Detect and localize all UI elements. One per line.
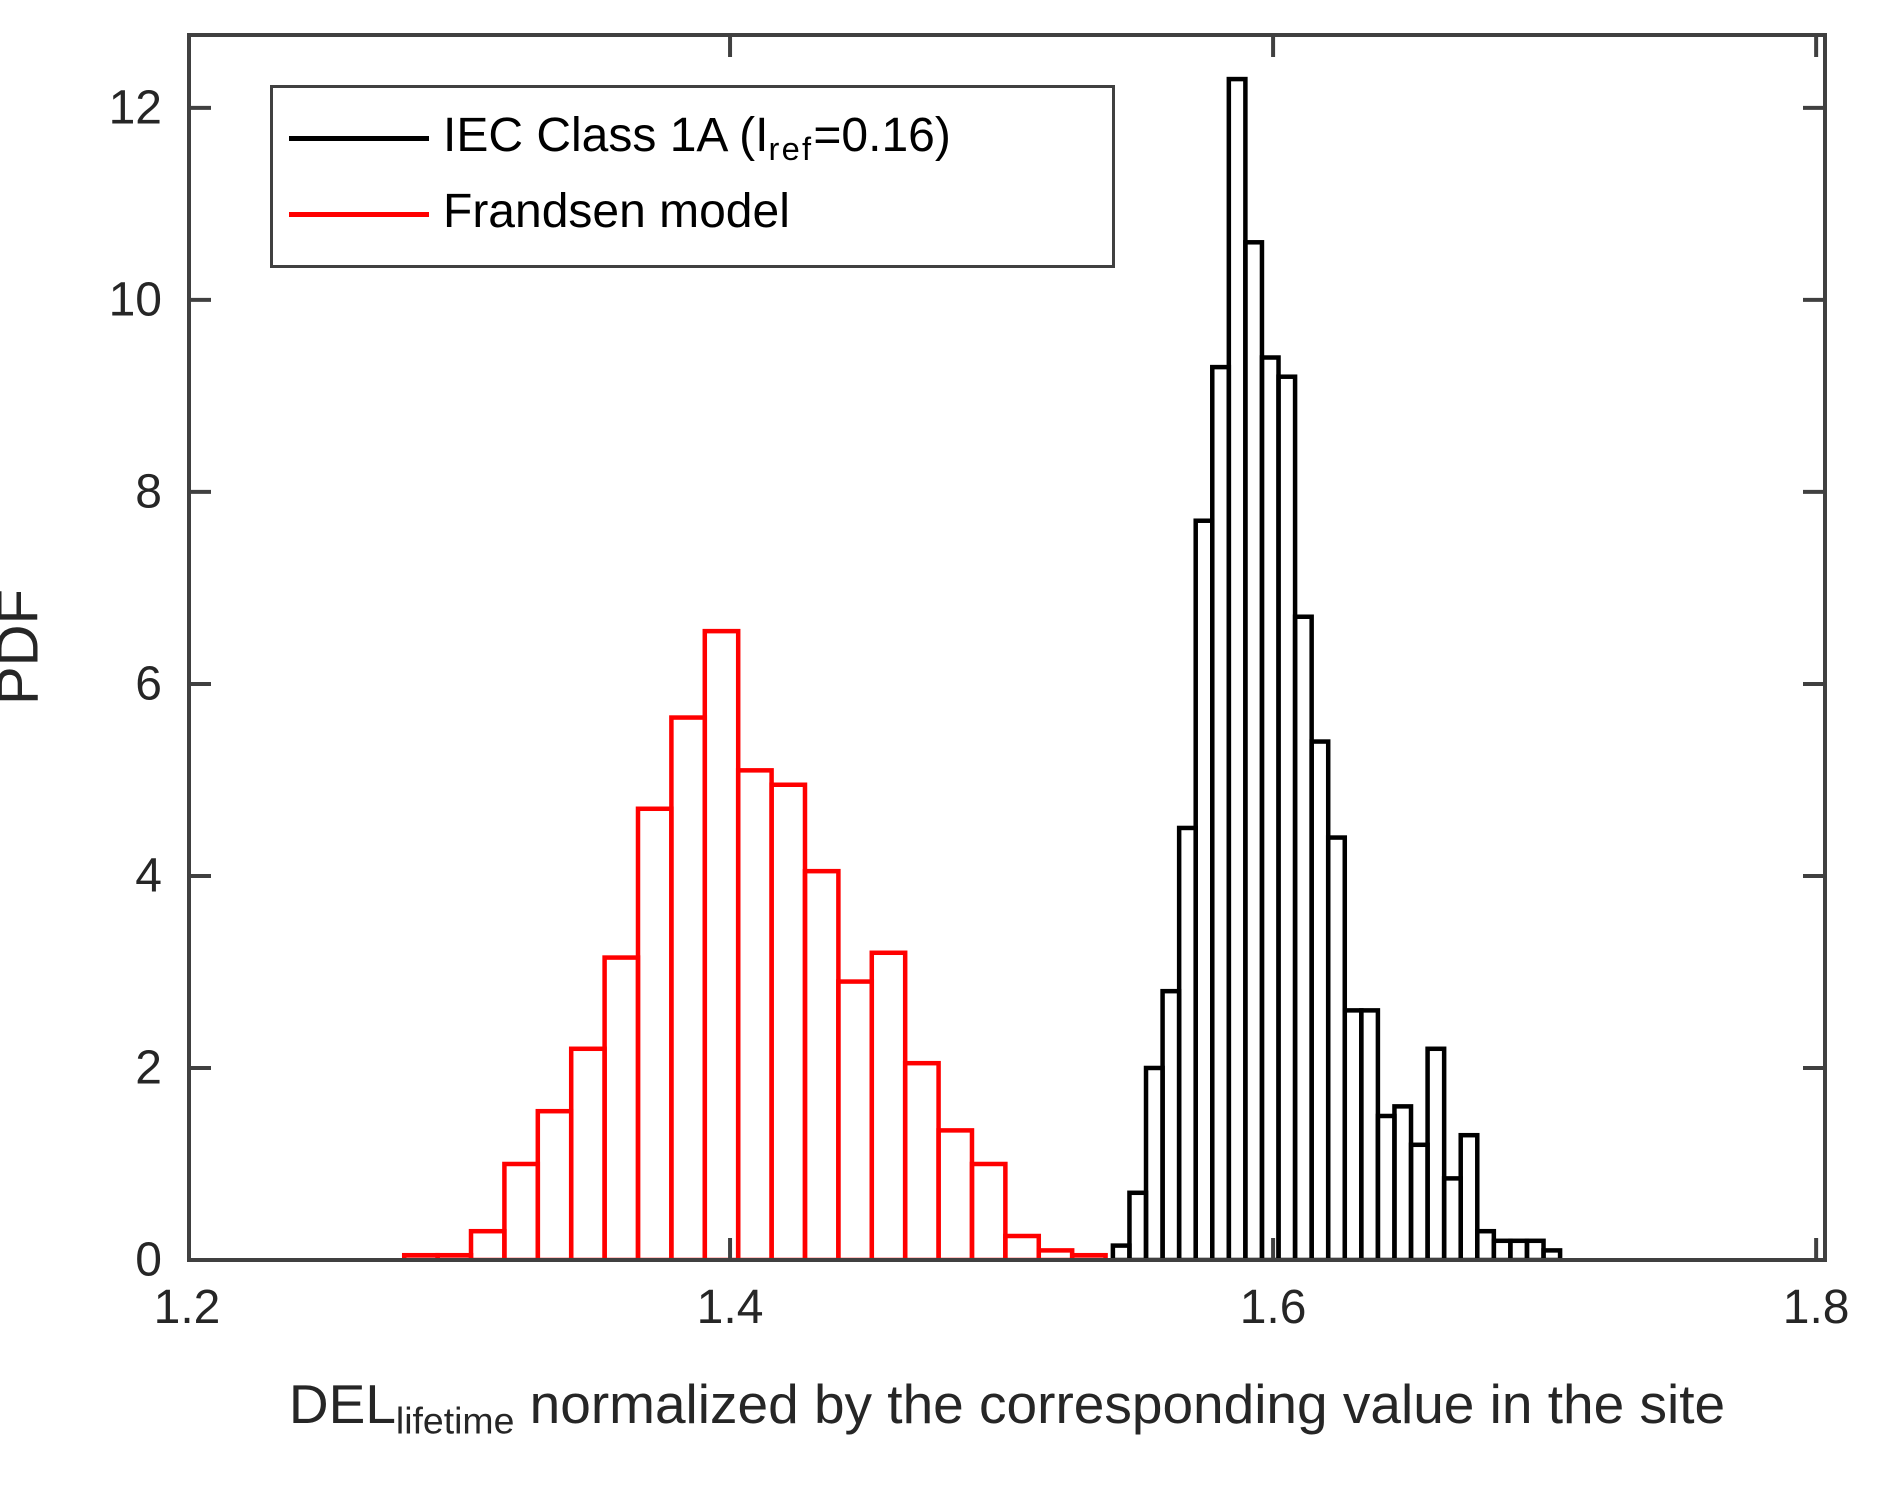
histogram-bar (1243, 240, 1265, 1262)
histogram-bar (702, 628, 741, 1262)
plot-area (187, 33, 1827, 1262)
histogram-bar (602, 955, 641, 1262)
y-tick-label: 10 (108, 273, 162, 327)
x-axis-label-rest: normalized by the corresponding value in… (514, 1373, 1726, 1435)
y-tick-label: 8 (135, 465, 162, 519)
histogram-bar (1375, 1113, 1397, 1262)
histogram-bar (568, 1046, 607, 1262)
legend-line-swatch (289, 212, 429, 217)
histogram-bar (1508, 1238, 1530, 1262)
histogram-bar (1309, 739, 1331, 1262)
histogram-bar (1143, 1065, 1165, 1262)
histogram-bar (1210, 364, 1232, 1262)
histogram-bar (769, 782, 808, 1262)
histogram-bar (1110, 1243, 1132, 1262)
histogram-bar (1176, 825, 1198, 1262)
legend-label: Frandsen model (443, 185, 790, 239)
histogram-bar (502, 1161, 541, 1262)
axes-box (187, 33, 1827, 1262)
y-tick-label: 0 (135, 1233, 162, 1287)
y-tick-label: 4 (135, 849, 162, 903)
legend-line-swatch (289, 136, 429, 141)
histogram-bar (468, 1228, 507, 1262)
histogram-bar (669, 715, 708, 1262)
histogram-bar (1160, 988, 1182, 1262)
x-axis-label-main: DEL (288, 1373, 396, 1435)
histogram-bar (1276, 374, 1298, 1262)
x-tick-label: 1.8 (1782, 1281, 1850, 1334)
histogram-bar (1441, 1176, 1463, 1262)
x-tick-label: 1.4 (696, 1281, 764, 1334)
histogram-bar (1408, 1142, 1430, 1262)
x-tick-label: 1.6 (1239, 1281, 1307, 1334)
histogram-bar (902, 1060, 941, 1262)
histogram-bar (1292, 614, 1314, 1262)
histogram-bar (1524, 1238, 1546, 1262)
histogram-bar (936, 1128, 975, 1262)
x-axis-label-subscript: lifetime (395, 1399, 515, 1442)
histogram-bar (1425, 1046, 1447, 1262)
y-tick-label: 12 (108, 81, 162, 135)
histogram-bar (1458, 1132, 1480, 1262)
histogram-bar (836, 979, 875, 1262)
histogram-bar (1342, 1008, 1364, 1262)
histogram-bar (1359, 1008, 1381, 1262)
legend: IEC Class 1A (Iref=0.16) Frandsen model (270, 85, 1115, 268)
histogram-bar (1226, 76, 1248, 1262)
histogram-bar (535, 1108, 574, 1262)
histogram-bar (1392, 1104, 1414, 1262)
legend-label: IEC Class 1A (Iref=0.16) (443, 109, 951, 168)
histogram-bar (1127, 1190, 1149, 1262)
x-axis-label: DELlifetime normalized by the correspond… (289, 1372, 1725, 1442)
y-tick-label: 2 (135, 1041, 162, 1095)
histogram-bar (1475, 1228, 1497, 1262)
histogram-bar (869, 950, 908, 1262)
histogram-bar (1325, 835, 1348, 1262)
histogram-bar (1259, 355, 1281, 1262)
x-tick-label: 1.2 (153, 1281, 221, 1334)
histogram-bar (802, 868, 841, 1262)
histogram-bar (1491, 1238, 1513, 1262)
histogram-svg (187, 33, 1827, 1262)
y-tick-label: 6 (135, 657, 162, 711)
histogram-bar (1193, 518, 1215, 1262)
histogram-bar (969, 1161, 1008, 1262)
legend-item-frandsen: Frandsen model (273, 184, 1112, 246)
histogram-bar (635, 806, 674, 1262)
histogram-bar (735, 768, 774, 1262)
legend-item-iec: IEC Class 1A (Iref=0.16) (273, 108, 1112, 170)
histogram-bar (1003, 1233, 1042, 1262)
